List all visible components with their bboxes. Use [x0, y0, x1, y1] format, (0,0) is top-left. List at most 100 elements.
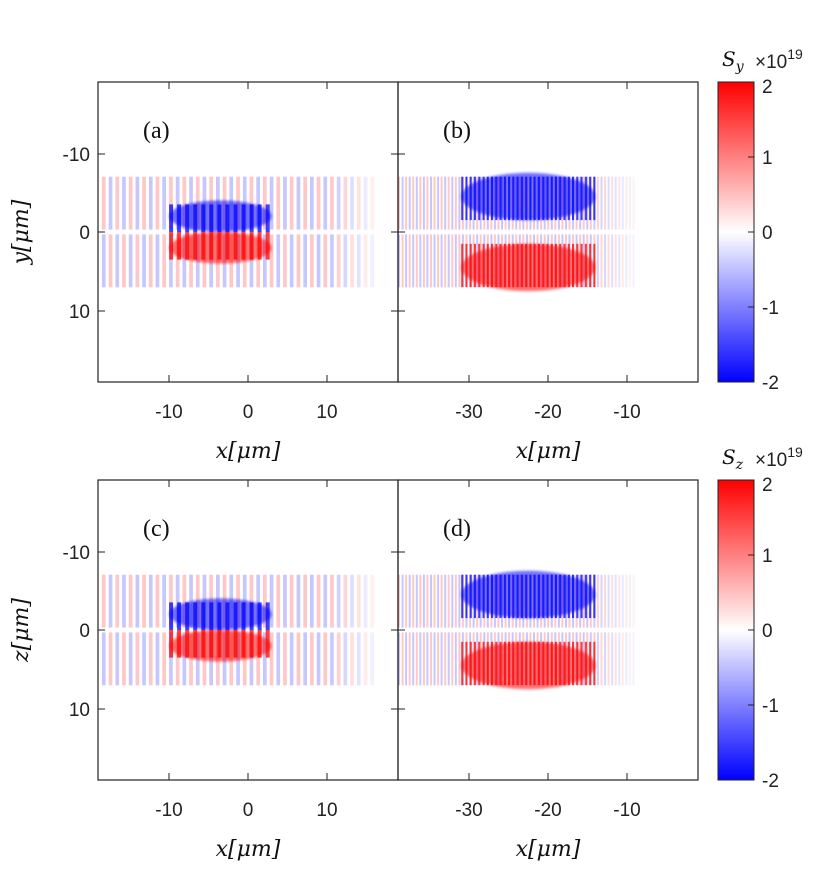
- field-stripe: [363, 632, 368, 686]
- y-tick-label: -10: [63, 543, 90, 564]
- core-stripe: [559, 574, 562, 619]
- core-stripe: [593, 176, 596, 221]
- core-stripe: [486, 641, 489, 686]
- core-stripe: [177, 232, 182, 260]
- field-stripe: [128, 234, 133, 288]
- core-stripe: [572, 574, 575, 619]
- field-stripe: [600, 574, 603, 628]
- field-stripe: [175, 234, 180, 288]
- core-stripe: [461, 176, 464, 221]
- field-stripe: [458, 176, 461, 230]
- core-stripe: [593, 243, 596, 288]
- core-stripe: [241, 602, 246, 630]
- x-tick-label: -30: [455, 402, 482, 423]
- field-stripe: [415, 176, 418, 230]
- field-stripe: [363, 574, 368, 628]
- core-stripe: [537, 243, 540, 288]
- core-stripe: [584, 641, 587, 686]
- field-stripe: [115, 574, 120, 628]
- core-stripe: [525, 641, 528, 686]
- field-stripe: [310, 632, 314, 686]
- colorbar-sy: 2 1 0 -1 -2 Sy ×1019: [717, 46, 803, 394]
- core-stripe: [529, 574, 532, 619]
- field-stripe: [350, 176, 354, 230]
- field-stripe: [611, 632, 614, 686]
- core-stripe: [217, 204, 222, 232]
- core-stripe: [241, 630, 246, 658]
- field-stripe: [356, 574, 361, 628]
- field-stripe: [408, 632, 411, 686]
- core-stripe: [559, 176, 562, 221]
- core-stripe: [193, 232, 198, 260]
- field-stripe: [343, 234, 348, 288]
- field-stripe: [454, 632, 457, 686]
- panel-label-c: (c): [143, 516, 170, 542]
- field-stripe: [415, 234, 418, 288]
- field-stripe: [182, 574, 187, 628]
- field-stripe: [162, 632, 166, 686]
- field-stripe: [621, 176, 624, 230]
- field-stripe: [426, 176, 429, 230]
- y-tick-label: 0: [79, 621, 90, 642]
- field-stripe: [596, 632, 599, 686]
- field-stripe: [454, 234, 457, 288]
- field-stripe: [433, 234, 436, 288]
- field-stripe: [611, 574, 614, 628]
- field-stripe: [169, 574, 173, 628]
- field-stripe: [433, 632, 436, 686]
- core-stripe: [580, 641, 583, 686]
- field-stripe: [444, 574, 447, 628]
- core-stripe: [495, 243, 498, 288]
- field-stripe: [447, 574, 450, 628]
- panel-a: (a): [97, 81, 399, 383]
- field-stripe: [289, 574, 294, 628]
- field-stripe: [336, 574, 341, 628]
- field-stripe: [419, 176, 422, 230]
- field-stripe: [444, 176, 447, 230]
- core-stripe: [201, 602, 206, 630]
- core-stripe: [265, 204, 270, 232]
- field-stripe: [600, 632, 603, 686]
- y-tick-label: 10: [69, 302, 90, 323]
- field-stripe: [419, 574, 422, 628]
- field-stripe: [444, 234, 447, 288]
- core-stripe: [542, 176, 545, 221]
- field-stripe: [148, 632, 153, 686]
- field-stripe: [412, 234, 415, 288]
- field-stripe: [426, 234, 429, 288]
- heatmap-b: [398, 172, 635, 292]
- field-stripe: [447, 234, 450, 288]
- core-stripe: [546, 641, 549, 686]
- field-stripe: [135, 176, 140, 230]
- core-stripe: [584, 176, 587, 221]
- core-stripe: [257, 232, 262, 260]
- field-stripe: [283, 632, 287, 686]
- field-stripe: [398, 574, 400, 628]
- field-stripe: [122, 574, 126, 628]
- core-stripe: [589, 574, 592, 619]
- field-stripe: [632, 632, 635, 686]
- field-stripe: [256, 176, 260, 230]
- field-stripe: [303, 234, 307, 288]
- core-stripe: [512, 176, 515, 221]
- core-stripe: [491, 574, 494, 619]
- core-stripe: [465, 574, 468, 619]
- core-stripe: [265, 630, 270, 658]
- core-stripe: [576, 176, 579, 221]
- core-stripe: [169, 232, 174, 260]
- field-stripe: [614, 176, 617, 230]
- field-stripe: [263, 632, 267, 686]
- field-stripe: [458, 574, 461, 628]
- field-stripe: [263, 234, 267, 288]
- field-stripe: [625, 176, 628, 230]
- field-stripe: [625, 632, 628, 686]
- field-stripe: [625, 234, 628, 288]
- core-stripe: [567, 641, 570, 686]
- core-stripe: [185, 602, 190, 630]
- field-stripe: [249, 632, 254, 686]
- field-stripe: [412, 574, 415, 628]
- panel-d: (d): [397, 479, 699, 781]
- field-stripe: [600, 234, 603, 288]
- core-stripe: [185, 630, 190, 658]
- field-stripe: [611, 234, 614, 288]
